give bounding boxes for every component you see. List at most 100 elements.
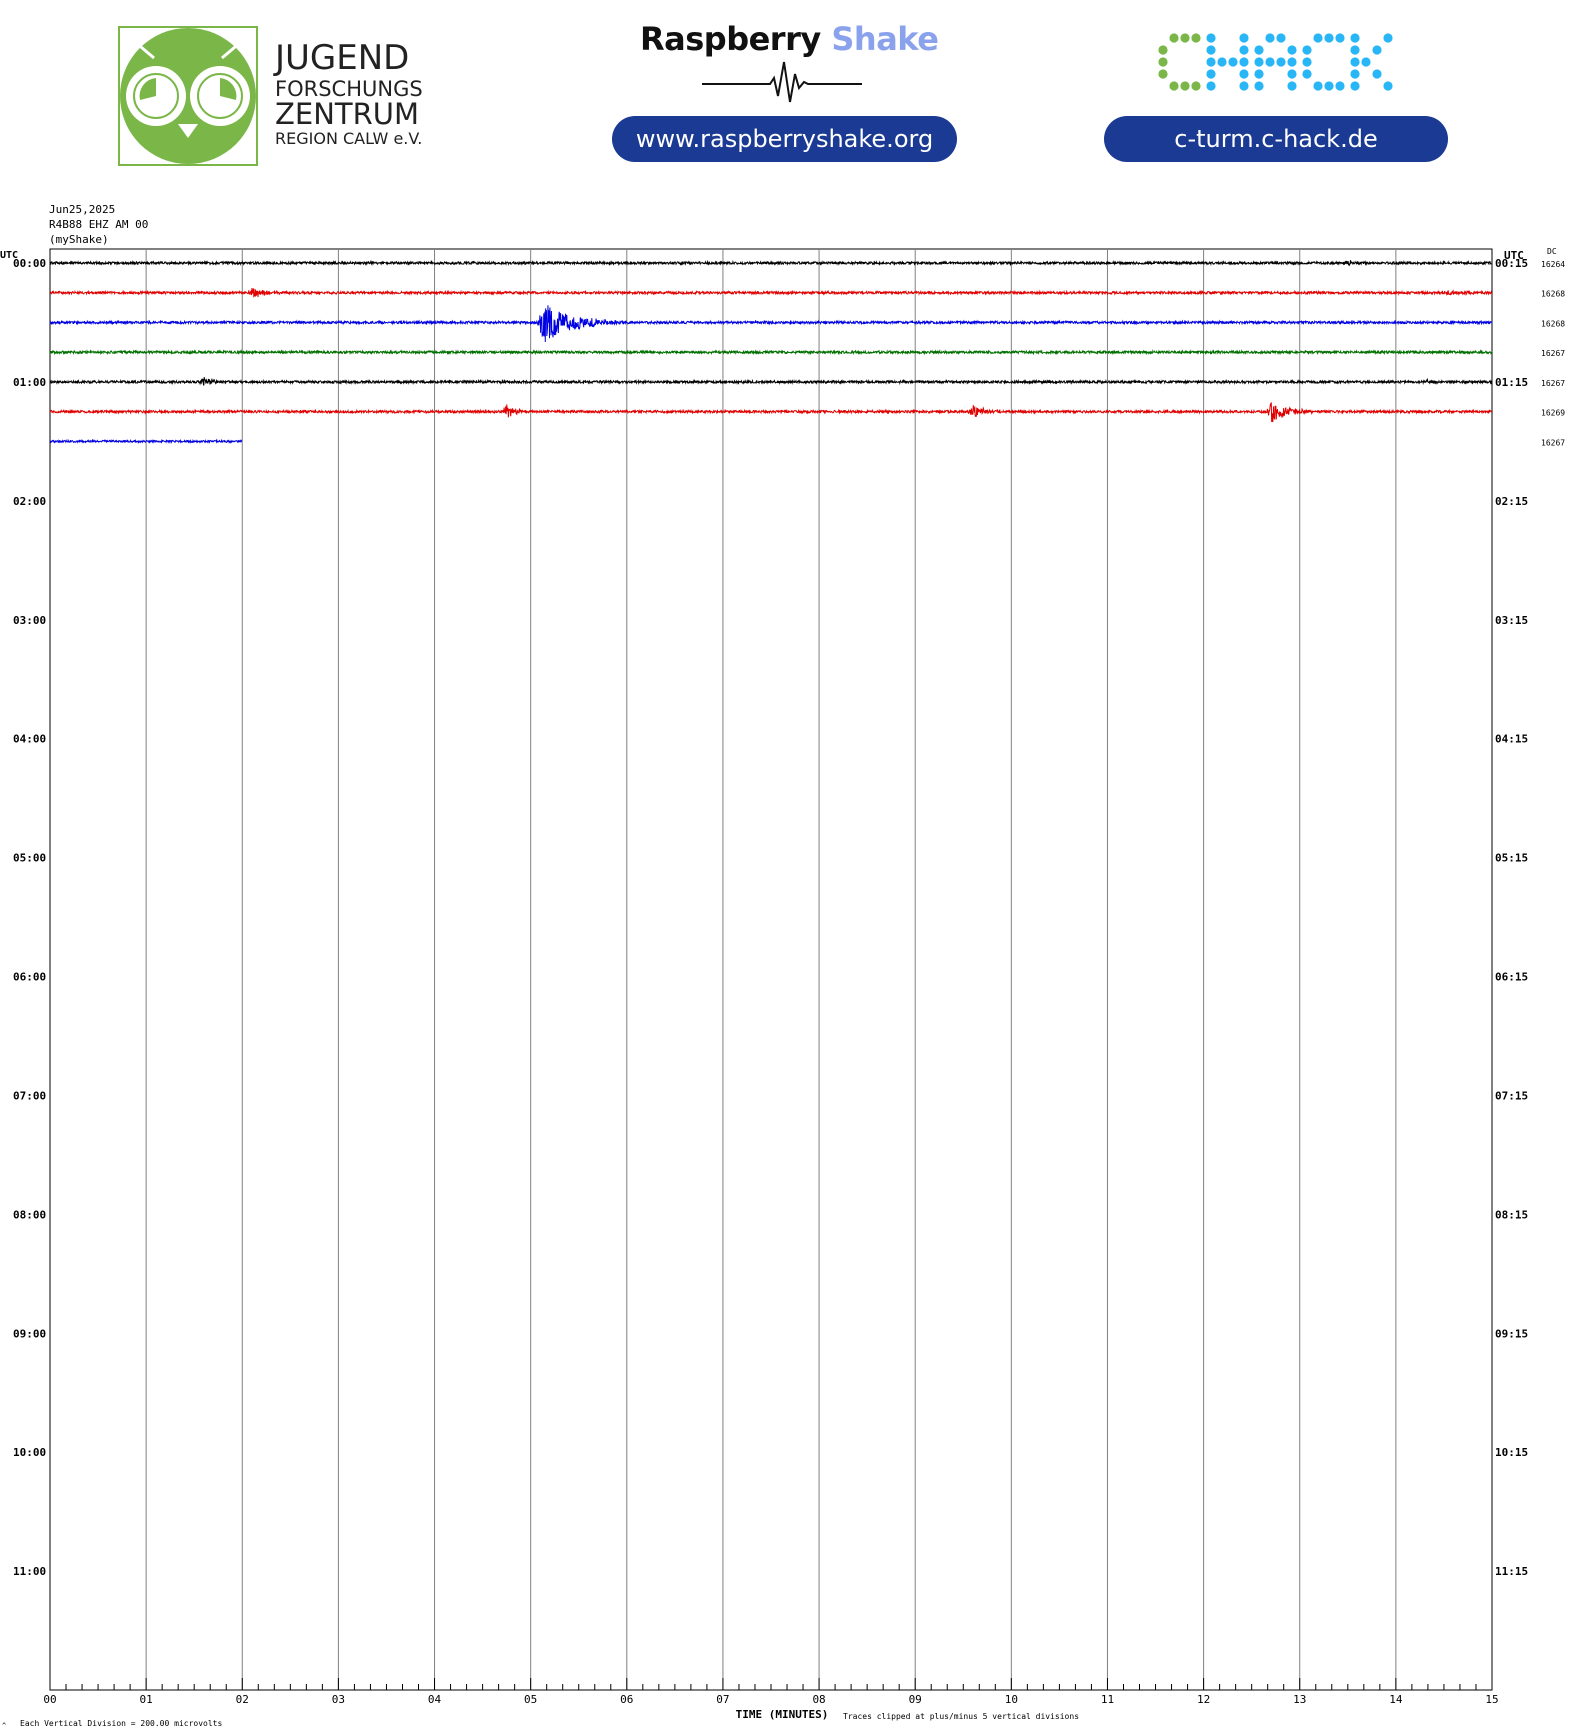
chack-dot [1324,81,1334,91]
chack-dot [1302,57,1312,67]
right-hour-label: 05:15 [1495,852,1528,865]
right-hour-label: 02:15 [1495,495,1528,508]
chack-dot [1239,81,1249,91]
x-tick-label: 01 [140,1693,153,1706]
right-utc-label: UTC [1504,249,1524,262]
chack-dot [1350,57,1360,67]
chack-dot [1287,69,1297,79]
chack-dot [1335,81,1345,91]
x-tick-label: 07 [716,1693,729,1706]
left-hour-label: 08:00 [13,1208,46,1221]
chack-dot [1158,69,1168,79]
trace-dc-value: 16269 [1541,409,1565,418]
chack-dot [1254,45,1264,55]
shake-word: Shake [820,20,939,58]
right-hour-label: 07:15 [1495,1089,1528,1102]
x-tick-label: 13 [1293,1693,1306,1706]
record-date: Jun25,2025 [49,203,116,216]
chack-dot [1313,81,1323,91]
left-hour-label: 07:00 [13,1089,46,1102]
raspberryshake-url[interactable]: www.raspberryshake.org [612,116,957,162]
chack-dot [1228,57,1238,67]
left-hour-label: 04:00 [13,733,46,746]
chack-dot [1302,45,1312,55]
x-tick-label: 14 [1389,1693,1403,1706]
c-turm-url[interactable]: c-turm.c-hack.de [1104,116,1448,162]
left-hour-label: 09:00 [13,1327,46,1340]
x-tick-label: 10 [1005,1693,1018,1706]
right-hour-label: 11:15 [1495,1565,1528,1578]
chack-dot [1350,33,1360,43]
left-hour-label: 03:00 [13,614,46,627]
seismic-trace [49,402,1493,423]
raspberry-shake-title: Raspberry Shake [640,20,939,58]
x-tick-label: 12 [1197,1693,1210,1706]
chack-dot [1265,57,1275,67]
chack-dot [1180,81,1190,91]
chack-dot [1383,33,1393,43]
chack-logo-icon [1158,33,1393,91]
seismic-trace [49,305,1493,343]
chack-dot [1191,81,1201,91]
svg-text:REGION CALW e.V.: REGION CALW e.V. [275,129,422,148]
x-tick-label: 09 [909,1693,922,1706]
chack-dot [1206,81,1216,91]
left-hour-label: 01:00 [13,376,46,389]
clip-note: Traces clipped at plus/minus 5 vertical … [843,1712,1079,1721]
chack-dot [1180,33,1190,43]
seismic-trace [49,438,243,445]
chack-dot [1169,33,1179,43]
left-utc-label: UTC [0,250,18,261]
svg-text:JUGEND: JUGEND [273,38,409,78]
x-tick-label: 04 [428,1693,442,1706]
chack-dot [1287,57,1297,67]
network-name: (myShake) [49,233,109,246]
left-hour-label: 00:00 [13,257,46,270]
chack-dot [1169,81,1179,91]
right-hour-label: 08:15 [1495,1208,1528,1221]
chack-dot [1335,33,1345,43]
seismic-trace [49,288,1493,298]
right-hour-label: 03:15 [1495,614,1528,627]
plot-frame [49,248,1493,1691]
chack-dot [1191,33,1201,43]
chack-dot [1158,57,1168,67]
chack-dot [1372,45,1382,55]
x-axis-title: TIME (MINUTES) [736,1708,829,1721]
seismic-trace [49,349,1493,356]
chack-dot [1239,69,1249,79]
chack-dot [1350,45,1360,55]
chack-dot [1239,33,1249,43]
chack-dot [1265,33,1275,43]
svg-text:ZENTRUM: ZENTRUM [275,97,419,131]
trace-dc-value: 16267 [1541,379,1565,388]
left-hour-label: 11:00 [13,1565,46,1578]
vertical-division-note: Each Vertical Division = 200.00 microvol… [20,1719,222,1728]
trace-dc-value: 16267 [1541,349,1565,358]
header-banner: JUGEND FORSCHUNGS ZENTRUM REGION CALW e.… [0,0,1570,190]
owl-logo-icon: JUGEND FORSCHUNGS ZENTRUM REGION CALW e.… [118,26,423,166]
left-hour-label: 10:00 [13,1446,46,1459]
x-tick-label: 11 [1101,1693,1114,1706]
x-tick-label: 15 [1485,1693,1498,1706]
x-tick-label: 00 [43,1693,56,1706]
jfz-logo: JUGEND FORSCHUNGS ZENTRUM REGION CALW e.… [118,26,438,172]
channel-code: R4B88 EHZ AM 00 [49,218,149,231]
chack-dot [1217,57,1227,67]
chack-dot [1361,57,1371,67]
svg-text:FORSCHUNGS: FORSCHUNGS [275,77,423,101]
chack-dot [1313,33,1323,43]
trace-dc-value: 16268 [1541,290,1565,299]
trace-dc-value: 16268 [1541,319,1565,328]
seismic-trace [49,259,1493,267]
footer-mark: ^ [2,1722,6,1730]
left-hour-label: 02:00 [13,495,46,508]
x-tick-label: 03 [332,1693,345,1706]
chack-dot [1302,69,1312,79]
right-hour-label: 01:15 [1495,376,1528,389]
seismo-squiggle-icon [702,61,862,103]
chack-dot [1206,69,1216,79]
left-hour-label: 05:00 [13,852,46,865]
trace-dc-value: 16264 [1541,260,1565,269]
